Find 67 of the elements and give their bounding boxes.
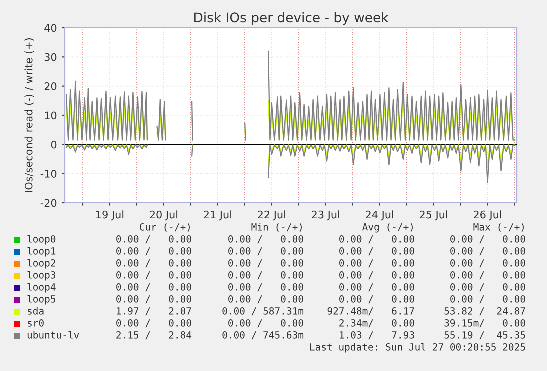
text: 0.00 / 0.00 [450, 259, 526, 268]
text: 55.19 / 45.35 [444, 331, 526, 340]
text: 0.00 / 0.00 [228, 319, 304, 328]
text: 0.00 / 0.00 [116, 259, 192, 268]
legend-label: loop0 [28, 235, 56, 245]
text: 1.03 / 7.93 [340, 331, 414, 340]
y-axis-title: IOs/second read (-) / write (+) [24, 38, 34, 192]
text: 0.00 / 0.00 [228, 235, 304, 244]
text: 0.00 / 0.00 [116, 235, 192, 244]
x-tick-label: 22 Jul [258, 210, 286, 221]
text: 0.00 / 0.00 [116, 271, 192, 280]
text: 0.00 / 0.00 [340, 247, 414, 256]
legend-label: loop5 [28, 295, 56, 305]
y-tick-label: 10 [45, 112, 57, 120]
text: Min (-/+) [252, 223, 302, 232]
text: 0.00 / 0.00 [116, 247, 192, 256]
x-tick-label: 21 Jul [204, 210, 232, 221]
x-tick-label: 23 Jul [312, 210, 340, 221]
text: 0.00 / 745.63m [222, 331, 304, 340]
text: 0.00 / 0.00 [450, 235, 526, 244]
legend-label: loop4 [28, 283, 56, 293]
y-tick-label: 40 [44, 24, 57, 32]
legend-label: loop3 [28, 271, 56, 281]
text: 0.00 / 0.00 [228, 247, 304, 256]
text: 2.34m/ 0.00 [340, 319, 414, 328]
text: 0.00 / 0.00 [228, 259, 304, 268]
legend-label: sda [28, 307, 44, 315]
text: 0.00 / 0.00 [450, 271, 526, 280]
text: 0.00 / 0.00 [450, 247, 526, 256]
x-tick-label: 25 Jul [420, 210, 448, 221]
text: 0.00 / 587.31m [222, 307, 304, 316]
legend-label: ubuntu-lv [28, 331, 80, 339]
legend-label: loop2 [28, 259, 56, 269]
x-tick-label: 26 Jul [474, 210, 502, 221]
text: 0.00 / 0.00 [450, 283, 526, 292]
text: Avg (-/+) [362, 223, 413, 233]
text: 53.82 / 24.87 [444, 307, 526, 316]
y-tick-label: 30 [44, 53, 57, 62]
text: 0.00 / 0.00 [228, 271, 304, 280]
text: Cur (-/+) [140, 223, 190, 232]
y-tick-label: -20 [40, 199, 57, 208]
text: 0.00 / 0.00 [228, 295, 304, 304]
text: 0.00 / 0.00 [228, 283, 304, 292]
text: 0.00 / 0.00 [340, 295, 414, 304]
text: 0.00 / 0.00 [116, 283, 192, 292]
text: 927.48m/ 6.17 [328, 307, 414, 316]
text: 1.97 / 2.07 [117, 307, 192, 316]
text: 0.00 / 0.00 [340, 271, 414, 280]
legend-label: sr0 [28, 319, 44, 327]
text: 39.15m/ 0.00 [444, 319, 526, 328]
y-tick-label: 20 [44, 82, 57, 90]
text: 0.00 / 0.00 [116, 319, 192, 328]
text: 0.00 / 0.00 [340, 283, 414, 292]
text: 0.00 / 0.00 [340, 259, 414, 268]
y-tick-label: 0 [51, 140, 57, 149]
text: 0.00 / 0.00 [450, 295, 526, 304]
text: Max (-/+) [474, 223, 524, 232]
text: 2.15 / 2.84 [116, 331, 192, 340]
legend-label: loop1 [28, 247, 56, 257]
x-tick-label: 19 Jul [96, 210, 124, 221]
y-tick-label: -10 [40, 170, 57, 178]
x-tick-label: 20 Jul [150, 210, 178, 221]
text: 0.00 / 0.00 [340, 235, 414, 244]
text: Last update: Sun Jul 27 00:20:55 2025 [310, 343, 526, 353]
text: 0.00 / 0.00 [116, 295, 192, 304]
x-tick-label: 24 Jul [366, 210, 394, 221]
chart-title: Disk IOs per device - by week [194, 12, 389, 26]
